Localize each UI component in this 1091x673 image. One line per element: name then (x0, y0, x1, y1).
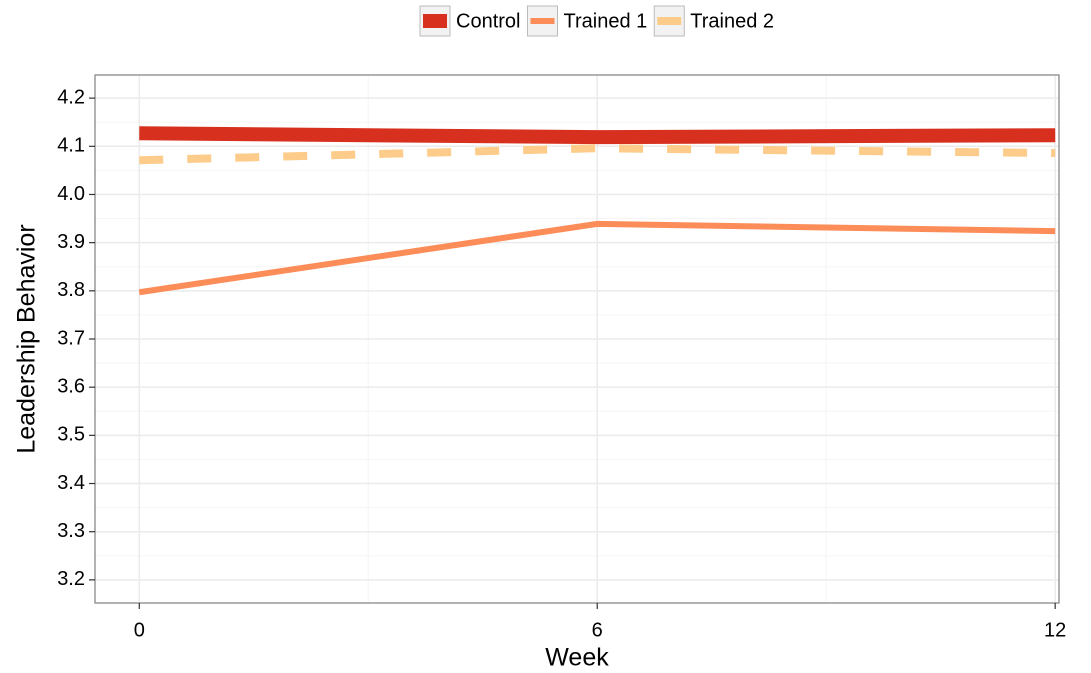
y-tick-label: 3.5 (57, 424, 85, 446)
y-tick-label: 3.3 (57, 520, 85, 542)
y-tick-label: 3.2 (57, 568, 85, 590)
y-axis-title: Leadership Behavior (13, 224, 41, 453)
x-tick-label: 6 (592, 619, 603, 641)
series-line (139, 144, 1056, 165)
y-tick-label: 3.9 (57, 231, 85, 253)
y-tick-label: 4.1 (57, 135, 85, 157)
series-line (138, 220, 1056, 296)
y-tick-label: 3.8 (57, 279, 85, 301)
y-tick-label: 3.6 (57, 375, 85, 397)
x-tick-label: 12 (1044, 619, 1066, 641)
legend-label: Trained 1 (563, 10, 647, 32)
legend-item: Trained 2 (653, 5, 774, 37)
y-tick-label: 4.0 (57, 183, 85, 205)
legend-item: Control (419, 5, 520, 37)
y-tick-label: 3.4 (57, 472, 85, 494)
x-axis-title: Week (545, 644, 609, 672)
legend-label: Trained 2 (690, 10, 774, 32)
y-tick-label: 4.2 (57, 86, 85, 108)
legend-label: Control (456, 10, 520, 32)
series-line (139, 126, 1056, 145)
x-tick-label: 0 (134, 619, 145, 641)
y-tick-label: 3.7 (57, 327, 85, 349)
legend-item: Trained 1 (526, 5, 647, 37)
